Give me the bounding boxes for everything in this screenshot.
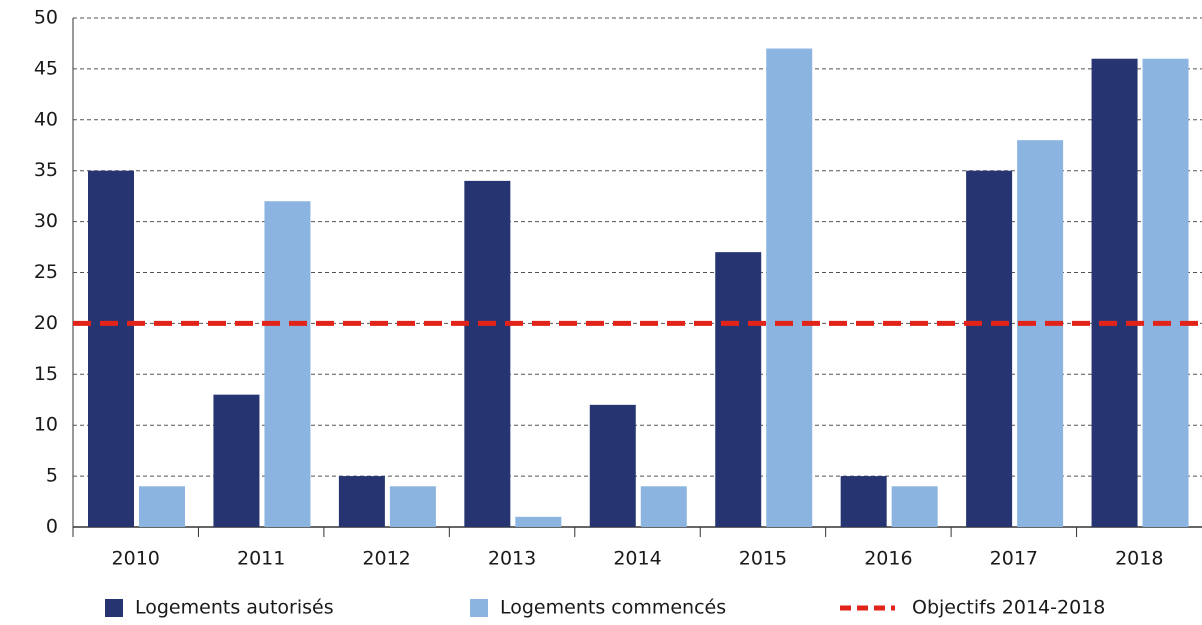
bar xyxy=(715,252,762,527)
bar xyxy=(464,180,511,527)
bar xyxy=(515,516,562,527)
bar xyxy=(139,486,185,527)
legend-swatch xyxy=(470,599,488,617)
x-tick-label: 2015 xyxy=(739,548,787,570)
bar xyxy=(389,486,436,527)
y-tick-label: 30 xyxy=(34,210,58,232)
bar xyxy=(640,486,687,527)
legend-label: Logements autorisés xyxy=(135,597,334,619)
x-tick-label: 2011 xyxy=(237,548,285,570)
bar xyxy=(264,201,311,528)
bar xyxy=(213,394,260,527)
bar xyxy=(1091,58,1138,527)
bar xyxy=(1142,58,1189,527)
legend-swatch xyxy=(105,599,123,617)
y-tick-label: 20 xyxy=(34,312,58,334)
x-tick-label: 2018 xyxy=(1115,548,1163,570)
x-tick-label: 2010 xyxy=(112,548,160,570)
x-tick-label: 2012 xyxy=(362,548,410,570)
y-tick-label: 25 xyxy=(34,261,58,283)
y-tick-label: 50 xyxy=(34,7,58,29)
bar xyxy=(338,476,385,527)
x-tick-label: 2016 xyxy=(864,548,912,570)
y-tick-label: 15 xyxy=(34,363,58,385)
bar xyxy=(1017,140,1064,527)
y-tick-label: 40 xyxy=(34,108,58,130)
y-tick-label: 0 xyxy=(46,516,58,538)
y-tick-label: 10 xyxy=(34,414,58,436)
x-tick-label: 2014 xyxy=(613,548,661,570)
y-tick-label: 35 xyxy=(34,159,58,181)
bar xyxy=(840,476,887,527)
legend-label: Logements commencés xyxy=(500,597,726,619)
bar xyxy=(891,486,938,527)
y-tick-label: 45 xyxy=(34,57,58,79)
bar xyxy=(966,170,1013,527)
x-tick-label: 2017 xyxy=(990,548,1038,570)
bar xyxy=(589,404,636,527)
x-tick-label: 2013 xyxy=(488,548,536,570)
bar xyxy=(766,48,813,527)
legend-label: Objectifs 2014-2018 xyxy=(912,597,1105,619)
bar xyxy=(88,170,134,527)
y-tick-label: 5 xyxy=(46,465,58,487)
